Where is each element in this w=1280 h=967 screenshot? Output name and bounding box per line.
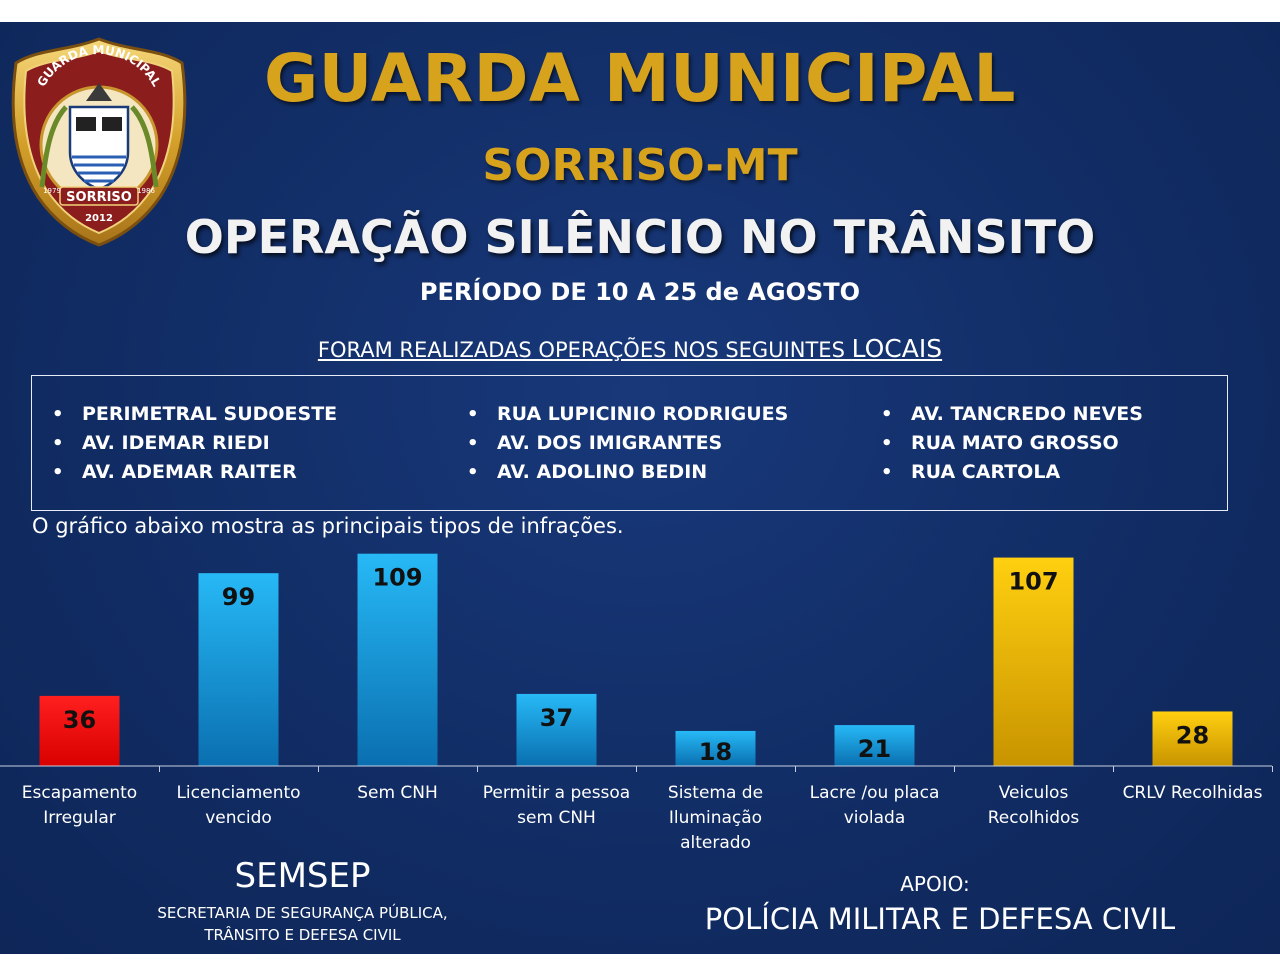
locations-column-2: RUA LUPICINIO RODRIGUES AV. DOS IMIGRANT… — [467, 400, 788, 487]
locations-column-3: AV. TANCREDO NEVES RUA MATO GROSSO RUA C… — [881, 400, 1143, 487]
locations-heading-emphasis: LOCAIS — [851, 334, 943, 363]
bar-value-label-0: 36 — [63, 706, 96, 734]
badge-year-left: 1979 — [43, 187, 61, 195]
x-tick-label-0: Escapamento Irregular — [22, 783, 137, 828]
bar-value-label-5: 21 — [858, 735, 891, 763]
operation-title: OPERAÇÃO SILÊNCIO NO TRÂNSITO — [184, 210, 1096, 264]
bar-value-label-2: 109 — [372, 564, 422, 592]
bar-value-label-7: 28 — [1176, 721, 1209, 749]
semsep-subtitle-line2: TRÂNSITO E DEFESA CIVIL — [204, 926, 401, 944]
support-text: POLÍCIA MILITAR E DEFESA CIVIL — [704, 902, 1176, 936]
badge-city: SORRISO — [66, 190, 132, 205]
location-item: PERIMETRAL SUDOESTE — [52, 400, 337, 429]
x-tick-label-7: CRLV Recolhidas — [1123, 783, 1263, 803]
location-item: AV. ADOLINO BEDIN — [467, 458, 788, 487]
location-item: RUA CARTOLA — [881, 458, 1143, 487]
badge-year-bottom: 2012 — [85, 213, 113, 224]
bar-value-label-6: 107 — [1008, 568, 1058, 596]
location-item: AV. ADEMAR RAITER — [52, 458, 337, 487]
x-tick-label-2: Sem CNH — [357, 783, 438, 803]
bar-7 — [1152, 711, 1233, 766]
bar-1 — [198, 573, 279, 766]
bar-0 — [39, 695, 120, 766]
bar-4 — [675, 730, 756, 766]
x-tick-label-5: Lacre /ou placa violada — [810, 783, 940, 828]
page-title: GUARDA MUNICIPAL — [264, 40, 1016, 117]
bar-3 — [516, 693, 597, 766]
locations-box: PERIMETRAL SUDOESTE AV. IDEMAR RIEDI AV.… — [31, 375, 1228, 511]
semsep-subtitle-line1: SECRETARIA DE SEGURANÇA PÚBLICA, — [157, 904, 448, 922]
bar-6 — [993, 557, 1074, 766]
location-item: RUA LUPICINIO RODRIGUES — [467, 400, 788, 429]
bar-5 — [834, 725, 915, 766]
chart-intro-text: O gráfico abaixo mostra as principais ti… — [32, 514, 624, 538]
x-tick-label-1: Licenciamento vencido — [176, 783, 300, 828]
x-tick-label-3: Permitir a pessoa sem CNH — [483, 783, 630, 828]
bar-2 — [357, 553, 438, 766]
location-item: RUA MATO GROSSO — [881, 429, 1143, 458]
guarda-municipal-badge: GUARDA MUNICIPAL SORRISO 1979 1986 2012 — [11, 37, 187, 247]
bar-value-label-4: 18 — [699, 738, 732, 766]
locations-heading: FORAM REALIZADAS OPERAÇÕES NOS SEGUINTES… — [0, 334, 1260, 363]
location-item: AV. DOS IMIGRANTES — [467, 429, 788, 458]
x-tick-label-6: Veiculos Recolhidos — [988, 783, 1080, 828]
location-item: AV. TANCREDO NEVES — [881, 400, 1143, 429]
infractions-bar-chart: 36 99 109 37 18 21 107 28 Escapamento Irregular L… — [0, 553, 1273, 853]
semsep-title: SEMSEP — [234, 856, 371, 896]
slide: GUARDA MUNICIPAL SORRISO 1979 1986 2012 … — [0, 22, 1280, 954]
apoio-label: APOIO: — [900, 872, 970, 896]
bar-value-label-3: 37 — [540, 704, 573, 732]
badge-year-right: 1986 — [137, 187, 155, 195]
semsep-subtitle: SECRETARIA DE SEGURANÇA PÚBLICA, TRÂNSIT… — [140, 902, 465, 946]
location-item: AV. IDEMAR RIEDI — [52, 429, 337, 458]
locations-heading-prefix: FORAM REALIZADAS OPERAÇÕES NOS SEGUINTES — [317, 338, 852, 362]
period-text: PERÍODO DE 10 A 25 de AGOSTO — [419, 278, 861, 306]
page-subtitle: SORRISO-MT — [482, 140, 798, 191]
x-tick-label-4: Sistema de Iluminação alterado — [668, 783, 763, 853]
bar-value-label-1: 99 — [222, 583, 255, 611]
locations-column-1: PERIMETRAL SUDOESTE AV. IDEMAR RIEDI AV.… — [52, 400, 337, 487]
